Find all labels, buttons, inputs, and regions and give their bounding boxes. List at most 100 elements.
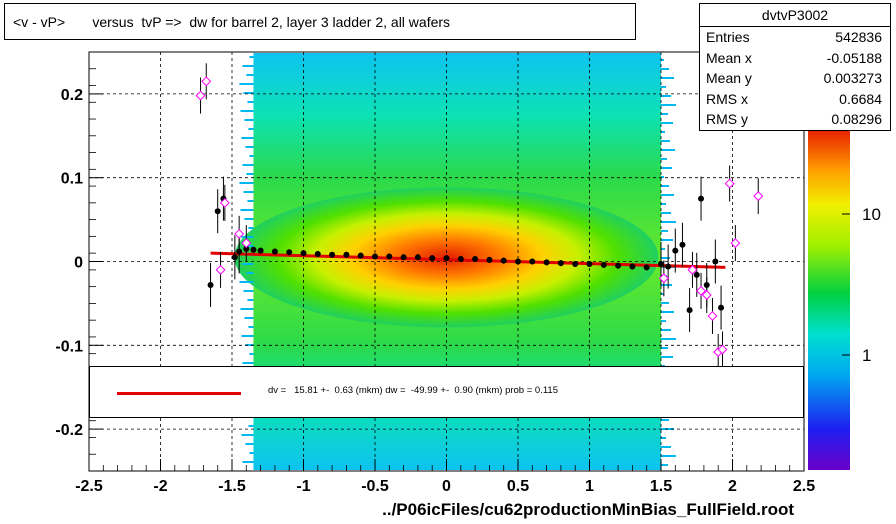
profile-point	[372, 253, 378, 260]
profile-point	[686, 307, 693, 314]
y-tick-label: 0	[74, 255, 83, 272]
heatmap-edge-cell	[661, 455, 676, 457]
x-tick-label: 0	[442, 478, 451, 495]
fit-legend: dv = 15.81 +- 0.63 (mkm) dw = -49.99 +- …	[89, 366, 804, 418]
profile-point	[250, 246, 257, 253]
heatmap-edge-cell	[661, 239, 673, 241]
axis-layer: -2.5 -2 -1.5 -1 -0.5 0 0.5 1 1.5 2 2.5 0.2 0.1 0 -0.1 -…	[55, 51, 815, 495]
heatmap-edge-cell	[242, 263, 254, 265]
heatmap-edge-cell	[243, 92, 254, 94]
x-tick-label: 1.5	[650, 478, 672, 495]
heatmap-edge-cell	[661, 338, 676, 340]
heatmap-edge-cell	[246, 272, 254, 274]
stats-row-mean-x: Mean x -0.05188	[700, 48, 890, 69]
fit-result-text: dv = 15.81 +- 0.63 (mkm) dw = -49.99 +- …	[268, 385, 558, 396]
heatmap-edge-cell	[661, 212, 671, 214]
fit-layer	[210, 251, 726, 269]
heatmap-edge-cell	[242, 65, 254, 67]
heatmap-edge-cell	[241, 335, 254, 337]
profile-point	[712, 258, 719, 265]
heatmap-edge-cell	[244, 317, 254, 319]
color-scale-bar	[808, 130, 850, 470]
heatmap-edge-cell	[661, 302, 669, 304]
heatmap-edge-cell	[245, 443, 254, 445]
profile-point	[486, 256, 493, 263]
heatmap-edge-cell	[661, 176, 664, 178]
heatmap-edge-cell	[661, 59, 664, 61]
y-tick-label: -0.1	[55, 338, 83, 355]
x-tick-label: 2.5	[793, 478, 815, 495]
heatmap-edge-cell	[661, 95, 671, 97]
heatmap-edge-cell	[240, 110, 254, 112]
x-tick-label: 0.5	[507, 478, 529, 495]
heatmap-edge-cell	[661, 356, 673, 358]
heatmap-edge-cell	[661, 140, 670, 142]
outlier-point	[707, 311, 718, 321]
profile-point	[343, 251, 350, 258]
heatmap-edge-cell	[661, 284, 672, 286]
color-scale-label: 10	[862, 205, 881, 224]
outlier-point	[201, 76, 212, 87]
heatmap-edge-cell	[661, 437, 666, 439]
fit-line	[210, 251, 726, 269]
stats-row-entries: Entries 542836	[700, 27, 890, 48]
outlier-point	[215, 264, 226, 275]
profile-point	[572, 261, 579, 268]
profile-point	[586, 261, 593, 268]
stats-label: Mean y	[706, 70, 752, 86]
profile-point	[286, 249, 293, 256]
heatmap-edge-cell	[661, 185, 669, 187]
heatmap-edge-cell	[239, 281, 254, 283]
fit-legend-line	[117, 392, 241, 395]
stats-label: RMS y	[706, 111, 748, 127]
heatmap-edge-cell	[247, 101, 254, 103]
profile-point	[207, 281, 214, 288]
heatmap-edge-cell	[661, 203, 666, 205]
heatmap-edge-cell	[661, 257, 670, 259]
heatmap-edge-cell	[241, 137, 254, 139]
stats-label: Mean x	[706, 49, 752, 66]
profile-point	[543, 259, 550, 266]
heatmap-edge-cell	[661, 464, 668, 466]
profile-point	[472, 255, 479, 262]
profile-point	[329, 251, 336, 258]
heatmap-edge-cell	[661, 167, 672, 169]
x-tick-label: -2	[153, 478, 167, 495]
heatmap-edge-cell	[245, 146, 254, 148]
heatmap-edge-cell	[242, 362, 254, 364]
stats-row-mean-y: Mean y 0.003273	[700, 68, 890, 89]
outlier-point	[658, 273, 669, 284]
outlier-point	[696, 285, 706, 296]
heatmap-edge-cell	[242, 461, 254, 463]
profile-point	[529, 258, 536, 265]
outlier-point	[730, 238, 741, 249]
outlier-point	[687, 264, 698, 275]
heatmap-edge-cell	[661, 149, 675, 151]
profile-point	[231, 254, 238, 261]
profile-point	[386, 253, 393, 260]
profile-point	[693, 271, 700, 278]
heatmap-edge-cell	[661, 158, 667, 160]
heatmap-edge-cell	[661, 122, 673, 124]
heatmap-edge-cell	[241, 236, 254, 238]
outlier-point	[195, 90, 206, 101]
x-tick-label: -1	[296, 478, 310, 495]
heatmap-edge-cell	[661, 77, 674, 79]
profile-point	[314, 250, 321, 257]
outlier-point	[234, 228, 245, 239]
x-tick-label: 1	[585, 478, 594, 495]
stats-row-rms-x: RMS x 0.6684	[700, 89, 890, 110]
outlier-point	[241, 238, 252, 249]
profile-point	[600, 261, 607, 268]
heatmap-edge-cell	[248, 326, 254, 328]
stats-label: Entries	[706, 29, 750, 45]
heatmap-edge-cell	[246, 173, 254, 175]
x-tick-label: -1.5	[218, 478, 246, 495]
stats-label: RMS x	[706, 90, 748, 107]
profile-point	[429, 255, 436, 262]
profile-point	[500, 257, 507, 264]
y-tick-label: 0.1	[61, 171, 83, 188]
heatmap-edge-cell	[249, 452, 254, 454]
stats-name: dvtvP3002	[700, 4, 890, 27]
heatmap-edge-cell	[243, 290, 254, 292]
